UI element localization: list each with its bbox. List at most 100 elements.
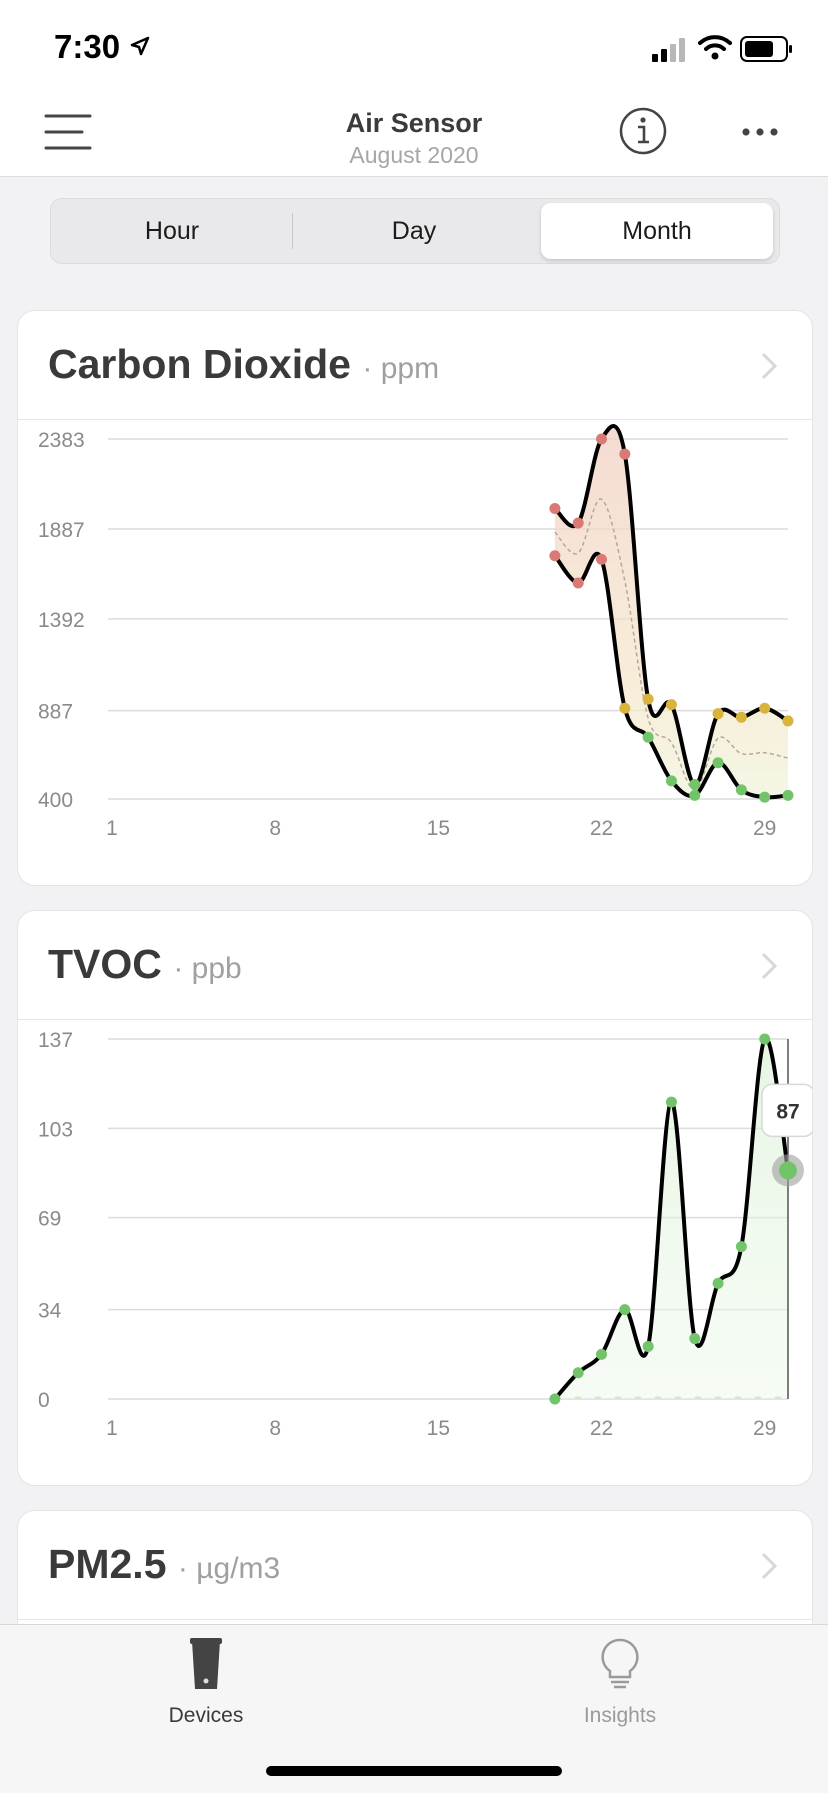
data-point	[665, 775, 677, 787]
data-point	[549, 1393, 561, 1405]
tab-devices[interactable]: Devices	[106, 1637, 306, 1728]
data-point	[735, 1241, 747, 1253]
card-header[interactable]: Carbon Dioxide · ppm	[18, 311, 812, 420]
card-title: Carbon Dioxide · ppm	[48, 341, 439, 388]
navigation-bar: Air Sensor August 2020	[0, 92, 828, 177]
card-unit: · µg/m3	[177, 1552, 281, 1585]
battery-icon	[740, 36, 792, 62]
chevron-right-icon[interactable]	[760, 1551, 778, 1581]
y-tick-label: 887	[38, 701, 73, 724]
data-point	[572, 517, 584, 529]
y-tick-label: 400	[38, 789, 73, 812]
segment-divider	[292, 213, 293, 249]
hamburger-menu-icon[interactable]	[44, 110, 92, 158]
y-tick-label: 34	[38, 1300, 62, 1323]
y-tick-label: 2383	[38, 429, 85, 452]
data-point	[642, 1340, 654, 1352]
data-point	[619, 1304, 631, 1316]
data-point	[572, 577, 584, 589]
co2-chart: 400 887 1392 1887 2383 1 8 15 22 29	[38, 424, 794, 840]
home-indicator	[266, 1766, 562, 1776]
data-point	[782, 715, 794, 727]
data-point	[712, 757, 724, 769]
x-tick-label: 8	[269, 817, 281, 840]
segment-day[interactable]: Day	[391, 217, 437, 245]
card-title-text: PM2.5	[48, 1541, 167, 1587]
more-options-icon[interactable]	[738, 114, 782, 150]
tvoc-card[interactable]: TVOC · ppb 0 34 69 103 137 1 8 15 22 29 87	[17, 910, 813, 1486]
data-point	[619, 702, 631, 714]
wifi-icon	[698, 35, 732, 60]
y-tick-label: 0	[38, 1389, 50, 1412]
cellular-signal-icon	[652, 38, 685, 62]
card-unit: · ppm	[362, 352, 440, 385]
data-point	[689, 789, 701, 801]
data-point	[782, 789, 794, 801]
y-tick-label: 103	[38, 1118, 73, 1141]
card-title-text: Carbon Dioxide	[48, 341, 351, 387]
segment-hour[interactable]: Hour	[144, 217, 200, 245]
data-point	[759, 791, 771, 803]
tooltip-box	[761, 1083, 812, 1138]
average-line	[554, 498, 789, 791]
tvoc-chart: 0 34 69 103 137 1 8 15 22 29 87	[38, 1029, 812, 1440]
x-tick-label: 15	[427, 817, 450, 840]
data-point	[642, 731, 654, 743]
card-header[interactable]: TVOC · ppb	[18, 911, 812, 1020]
x-tick-label: 1	[106, 817, 118, 840]
status-bar: 7:30	[0, 0, 828, 92]
x-tick-label: 29	[753, 817, 776, 840]
data-point	[735, 711, 747, 723]
data-point	[596, 553, 608, 565]
x-tick-label: 1	[106, 1417, 118, 1440]
air-sensor-device-icon	[190, 1638, 222, 1689]
selected-point	[779, 1161, 797, 1180]
data-point	[735, 784, 747, 796]
series-line	[553, 1036, 790, 1401]
data-point	[642, 693, 654, 705]
data-point	[549, 550, 561, 562]
status-time: 7:30	[54, 28, 121, 65]
data-point	[596, 433, 608, 445]
x-tick-label: 29	[753, 1417, 776, 1440]
data-point	[619, 448, 631, 460]
data-point	[665, 699, 677, 711]
carbon-dioxide-card[interactable]: Carbon Dioxide · ppm 400 887 1392 1887 2383 1…	[17, 310, 813, 886]
y-tick-label: 1887	[38, 519, 85, 542]
data-point	[689, 1333, 701, 1345]
chevron-right-icon[interactable]	[760, 951, 778, 981]
y-tick-label: 69	[38, 1208, 61, 1231]
data-point	[689, 778, 701, 790]
co2-band-area	[554, 425, 788, 798]
location-arrow-icon	[130, 36, 150, 56]
card-title: PM2.5 · µg/m3	[48, 1541, 280, 1588]
info-icon[interactable]	[618, 106, 668, 156]
tooltip-value: 87	[776, 1100, 799, 1123]
data-point	[572, 1367, 584, 1379]
data-point	[665, 1096, 677, 1108]
time-range-segmented-control: Hour Day Month	[50, 198, 780, 264]
y-tick-label: 137	[38, 1029, 73, 1052]
tvoc-area	[554, 1038, 788, 1399]
tab-bar: Devices Insights	[0, 1624, 828, 1793]
x-tick-label: 15	[427, 1417, 450, 1440]
tab-insights[interactable]: Insights	[520, 1637, 720, 1728]
tab-label: Devices	[168, 1704, 244, 1727]
x-tick-label: 22	[590, 1417, 613, 1440]
x-tick-label: 8	[269, 1417, 281, 1440]
card-title-text: TVOC	[48, 941, 162, 987]
data-point	[759, 1033, 771, 1045]
segment-month[interactable]: Month	[541, 203, 773, 259]
tab-label: Insights	[583, 1704, 657, 1727]
card-title: TVOC · ppb	[48, 941, 242, 988]
data-point	[712, 1277, 724, 1289]
chevron-right-icon[interactable]	[760, 351, 778, 381]
lightbulb-icon	[601, 1638, 639, 1689]
y-tick-label: 1392	[38, 609, 85, 632]
data-point	[549, 503, 561, 515]
data-point	[596, 1348, 608, 1360]
x-tick-label: 22	[590, 817, 613, 840]
page-subtitle: August 2020	[349, 142, 479, 168]
card-header[interactable]: PM2.5 · µg/m3	[18, 1511, 812, 1620]
page-title: Air Sensor	[345, 108, 483, 138]
